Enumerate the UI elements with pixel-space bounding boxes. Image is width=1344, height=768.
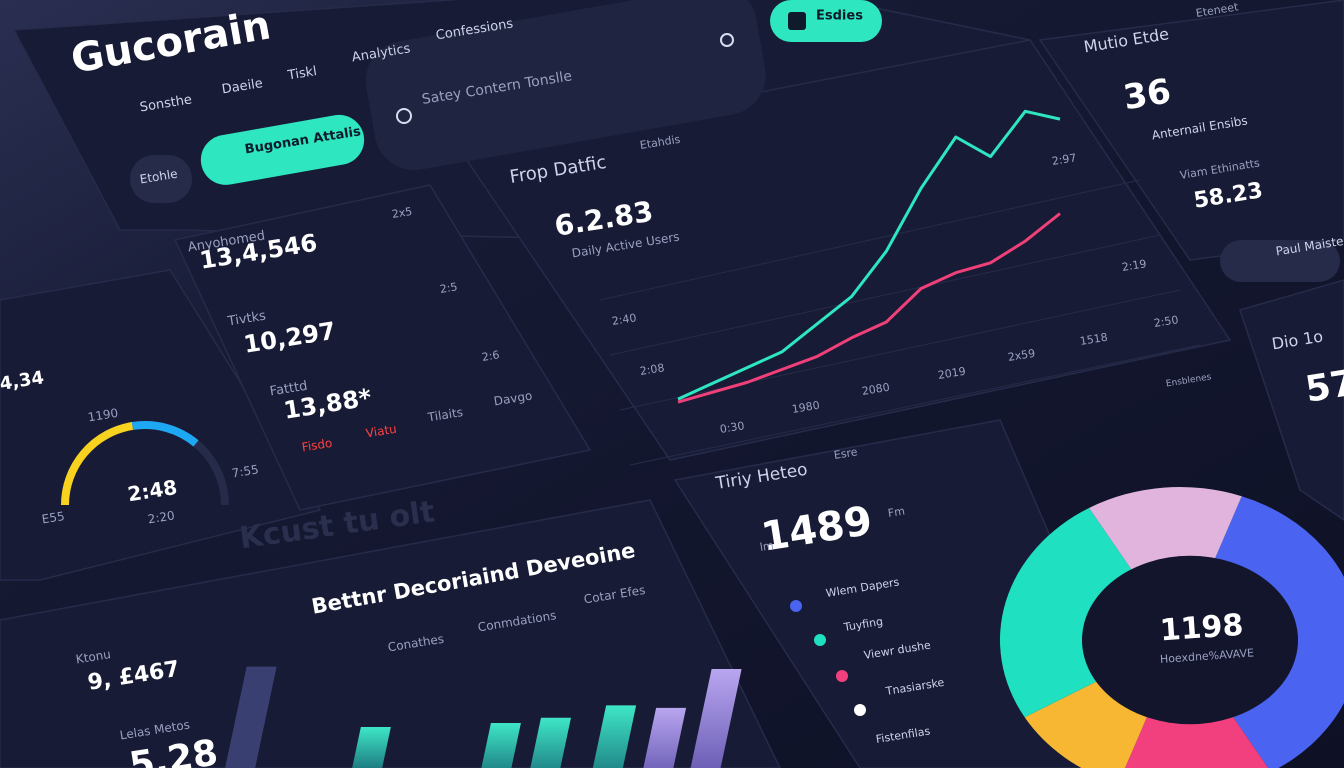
label: 36 <box>1121 71 1174 118</box>
label: 2x59 <box>1007 347 1036 364</box>
donut-slice <box>1089 487 1242 576</box>
side-panel <box>1239 279 1344 521</box>
donut-slice <box>999 507 1136 718</box>
label: Esre <box>833 445 859 462</box>
grid-line <box>609 234 1161 356</box>
legend-dot <box>790 600 802 612</box>
gauge-arc <box>131 421 199 447</box>
legend-dot <box>814 634 826 646</box>
label: Tivtks <box>226 309 267 330</box>
label: Etohle <box>139 167 179 187</box>
label: Tiskl <box>286 64 318 84</box>
label: 1198 <box>1159 608 1245 649</box>
grid-line <box>629 344 1201 466</box>
traffic-panel <box>458 39 1232 461</box>
metrics-button[interactable] <box>1220 240 1340 282</box>
label: 2:6 <box>481 348 501 364</box>
label: 2:40 <box>611 311 637 328</box>
donut-hole <box>1082 555 1298 725</box>
bars-panel <box>0 499 781 768</box>
label: 57 <box>1303 362 1344 410</box>
bar <box>527 717 571 768</box>
grid-line <box>619 289 1181 411</box>
label: Ktonu <box>75 647 112 666</box>
grid-line <box>599 179 1141 301</box>
label: E55 <box>41 509 66 526</box>
bar <box>638 707 687 768</box>
bar <box>685 669 742 768</box>
label: 2:08 <box>639 361 665 378</box>
top-button[interactable] <box>770 0 882 42</box>
label: Davgo <box>493 389 533 409</box>
label: Daeile <box>221 76 264 97</box>
label: 2:50 <box>1153 313 1179 330</box>
bar <box>589 705 637 768</box>
stats-panel <box>173 184 592 511</box>
label: Tilaits <box>426 405 464 425</box>
label: 2:97 <box>1051 151 1077 168</box>
label: 0:30 <box>719 419 745 436</box>
label: 2x5 <box>391 205 413 221</box>
label: Fm <box>887 504 906 520</box>
bar <box>350 726 391 768</box>
search-box[interactable] <box>359 0 772 176</box>
label: 2080 <box>861 381 891 398</box>
legend-dot <box>854 704 866 716</box>
legend-dot <box>836 670 848 682</box>
label: Fisdo <box>301 436 333 455</box>
bar <box>225 666 277 768</box>
bar <box>478 723 521 768</box>
label: 1980 <box>791 399 821 416</box>
action-button[interactable] <box>197 111 368 189</box>
label: Viatu <box>365 422 398 441</box>
line-series <box>677 212 1061 404</box>
label: 1190 <box>87 406 119 425</box>
label: Esdies <box>816 9 863 24</box>
label: 2:19 <box>1121 257 1147 274</box>
label: 1518 <box>1079 331 1109 348</box>
pill[interactable] <box>130 155 192 203</box>
line-series <box>677 109 1061 401</box>
metrics-panel <box>1038 0 1344 261</box>
label: Etahdis <box>639 133 682 152</box>
label: Fatttd <box>269 379 309 400</box>
label: Tuyfing <box>842 615 884 634</box>
label: lm <box>759 539 775 554</box>
label: 7:55 <box>231 462 260 480</box>
label: 2:20 <box>147 508 176 526</box>
label: 2019 <box>937 365 967 382</box>
gauge-arc <box>61 422 134 506</box>
label: 2:5 <box>439 280 459 296</box>
